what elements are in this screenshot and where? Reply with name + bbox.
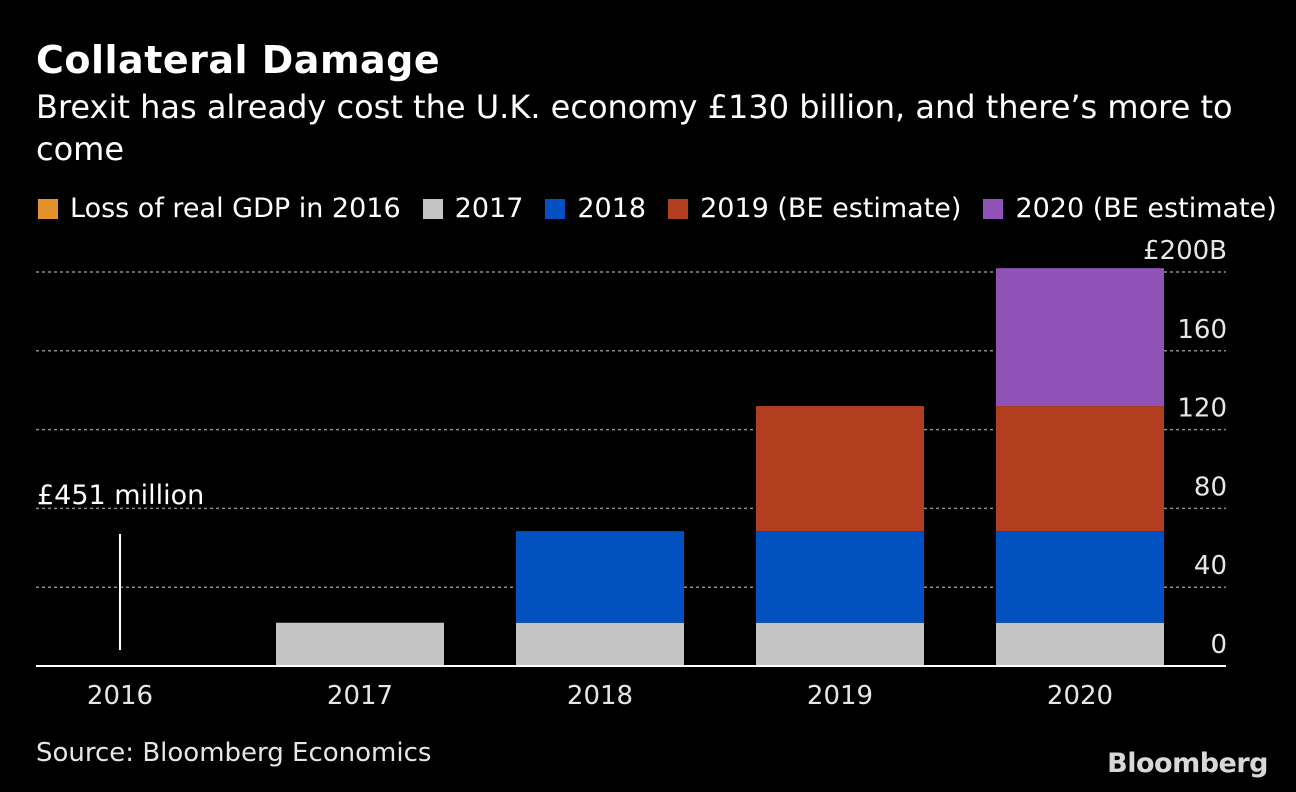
legend: Loss of real GDP in 2016 2017 2018 2019 … — [38, 193, 1277, 224]
chart-title: Collateral Damage — [36, 38, 441, 82]
x-tick-label-2016: 2016 — [87, 681, 153, 711]
legend-item-2016: Loss of real GDP in 2016 — [38, 193, 401, 224]
annotation-451-million: £451 million — [37, 480, 204, 511]
x-tick-label-2020: 2020 — [1047, 681, 1113, 711]
legend-swatch-2018 — [545, 198, 566, 219]
bloomberg-logo: Bloomberg — [1107, 748, 1268, 779]
bar-2020-2018 — [996, 531, 1164, 623]
source-note: Source: Bloomberg Economics — [36, 738, 432, 768]
legend-label-2020: 2020 (BE estimate) — [1015, 193, 1277, 224]
legend-swatch-2020 — [983, 198, 1004, 219]
bar-2020-2017 — [996, 622, 1164, 666]
bar-2017-2017 — [276, 622, 444, 666]
legend-item-2017: 2017 — [422, 193, 524, 224]
bar-2018-2018 — [516, 531, 684, 623]
legend-label-2016: Loss of real GDP in 2016 — [70, 193, 401, 224]
bar-2019-2017 — [756, 622, 924, 666]
legend-label-2019: 2019 (BE estimate) — [700, 193, 962, 224]
bar-2019-2018 — [756, 531, 924, 623]
bar-2020-2020 — [996, 268, 1164, 407]
y-tick-label-40: 40 — [1194, 551, 1227, 581]
legend-swatch-2017 — [422, 198, 443, 219]
legend-label-2017: 2017 — [454, 193, 524, 224]
bar-2019-2019 — [756, 406, 924, 532]
legend-item-2020: 2020 (BE estimate) — [983, 193, 1277, 224]
legend-swatch-2016 — [38, 198, 58, 219]
y-tick-label-160: 160 — [1177, 315, 1227, 345]
legend-swatch-2019 — [668, 198, 689, 219]
bar-2020-2019 — [996, 406, 1164, 532]
y-tick-label-200: £200B — [1143, 236, 1227, 266]
x-tick-label-2018: 2018 — [567, 681, 633, 711]
x-tick-label-2019: 2019 — [807, 681, 873, 711]
bar-2018-2017 — [516, 622, 684, 666]
legend-item-2019: 2019 (BE estimate) — [668, 193, 961, 224]
y-tick-label-0: 0 — [1210, 630, 1227, 660]
y-tick-label-80: 80 — [1194, 472, 1227, 502]
chart-subtitle: Brexit has already cost the U.K. economy… — [36, 88, 1233, 168]
x-tick-label-2017: 2017 — [327, 681, 393, 711]
legend-item-2018: 2018 — [545, 193, 646, 224]
legend-label-2018: 2018 — [577, 193, 647, 224]
y-tick-label-120: 120 — [1177, 394, 1227, 424]
